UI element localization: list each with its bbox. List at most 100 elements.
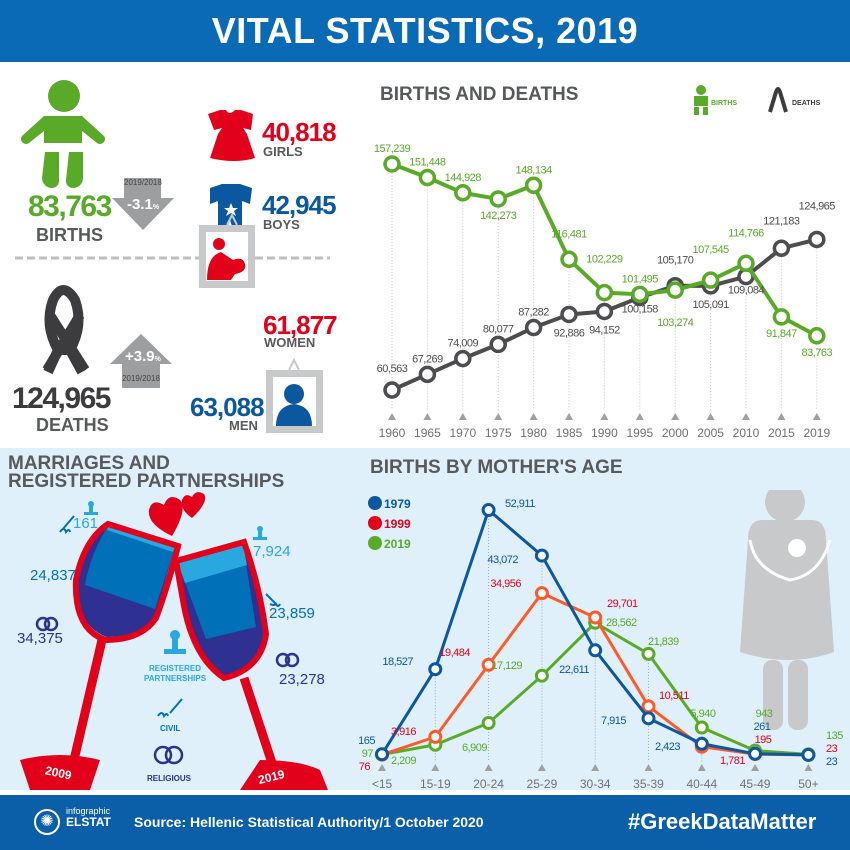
- births-change: -3.1%: [127, 196, 160, 213]
- data-label: 5,940: [690, 708, 715, 720]
- data-label: 6,909: [462, 742, 487, 754]
- tick-marker: [804, 764, 813, 771]
- men-count: 63,088: [190, 392, 265, 422]
- data-label: 10,511: [659, 690, 689, 702]
- data-label: 100,158: [622, 303, 659, 315]
- tick-marker: [600, 413, 609, 420]
- legend-deaths-icon: [768, 87, 788, 113]
- data-point: [418, 365, 437, 384]
- black-ribbon-icon: [42, 285, 90, 375]
- births-deaths-chart: 1960 1965 1970 1975 1980 1985 1990 1995 2000 2005…: [374, 143, 836, 440]
- data-point: [560, 305, 578, 324]
- data-label: 17,129: [491, 660, 522, 672]
- deaths-total: 124,965: [12, 382, 111, 415]
- data-label: 142,273: [480, 210, 517, 222]
- mother-baby-icon: [740, 490, 834, 730]
- data-label: 107,545: [692, 244, 729, 256]
- data-label: 105,170: [657, 255, 694, 267]
- religious-legend-label: RELIGIOUS: [147, 774, 192, 783]
- x-tick-label: 2015: [768, 426, 795, 440]
- data-label: 165: [358, 735, 375, 747]
- data-point: [454, 349, 472, 368]
- data-point: [481, 716, 496, 731]
- data-point: [595, 302, 614, 321]
- x-tick-label: 45-49: [740, 777, 771, 790]
- registered-2009: 161: [73, 515, 99, 532]
- boys-count: 42,945: [262, 190, 337, 220]
- women-count: 61,877: [263, 310, 338, 340]
- girls-count: 40,818: [262, 117, 337, 147]
- data-label: 121,183: [763, 215, 800, 227]
- data-label: 1,781: [720, 755, 745, 767]
- data-point: [524, 176, 543, 195]
- data-label: 67,269: [412, 353, 443, 365]
- legend-dot: [368, 516, 382, 530]
- data-point: [454, 184, 472, 202]
- tick-marker: [644, 764, 653, 771]
- data-label: 943: [756, 708, 773, 720]
- tick-marker: [484, 764, 493, 771]
- data-point: [534, 586, 549, 601]
- x-tick-label: 30-34: [580, 777, 611, 790]
- data-label: 94,152: [589, 324, 620, 336]
- romper-icon: [210, 184, 252, 229]
- legend-deaths-label: DEATHS: [792, 100, 821, 107]
- data-label: 34,956: [490, 578, 521, 590]
- deaths-change: +3.9%: [125, 348, 161, 365]
- elstat-logo-text: infographic ELSTAT: [66, 806, 111, 829]
- tick-marker: [431, 764, 440, 771]
- data-label: 135: [826, 730, 843, 742]
- data-point: [560, 250, 578, 269]
- data-label: 151,448: [409, 157, 446, 169]
- tick-marker: [423, 413, 432, 420]
- tick-marker: [458, 413, 467, 420]
- series-line-1979: [380, 507, 809, 757]
- data-point: [595, 283, 614, 302]
- page-header: VITAL STATISTICS, 2019: [0, 0, 850, 62]
- data-point: [666, 281, 684, 299]
- data-label: 76: [359, 761, 371, 773]
- data-label: 105,091: [692, 299, 729, 311]
- religious-2019: 23,278: [279, 671, 325, 688]
- footer: ✺ infographic ELSTAT Source: Hellenic Sta…: [0, 795, 850, 850]
- religious-2009: 34,375: [17, 630, 63, 647]
- page-title: VITAL STATISTICS, 2019: [211, 10, 639, 51]
- x-tick-label: 2000: [662, 426, 689, 440]
- x-tick-label: 40-44: [686, 777, 717, 790]
- legend-births-label: BIRTHS: [711, 100, 738, 107]
- data-point: [808, 327, 826, 345]
- glass-2009: [20, 520, 182, 790]
- data-label: 114,766: [728, 227, 764, 239]
- data-label: 148,134: [515, 164, 552, 176]
- mothers-age-chart: <15 15-19 20-24 25-29 30-34 35-39 40-44 45-49 50…: [358, 496, 844, 790]
- tick-marker: [751, 764, 760, 771]
- pen-icon: [59, 515, 281, 719]
- legend-dot: [368, 496, 382, 510]
- down-arrow-icon: [112, 178, 174, 230]
- data-point: [808, 230, 826, 249]
- data-point: [694, 720, 709, 735]
- data-label: 3,916: [391, 726, 416, 738]
- data-point: [489, 335, 507, 354]
- men-label: MEN: [229, 418, 258, 433]
- rings-icon: [35, 616, 300, 765]
- x-tick-label: 1995: [626, 426, 653, 440]
- x-tick-label: 35-39: [633, 777, 664, 790]
- data-point: [524, 318, 543, 337]
- boys-label: BOYS: [263, 217, 300, 232]
- x-tick-label: 1975: [485, 426, 512, 440]
- registered-2019: 7,924: [253, 543, 291, 560]
- x-tick-label: 25-29: [527, 777, 558, 790]
- data-label: 52,911: [505, 498, 535, 510]
- data-point: [428, 729, 443, 744]
- data-label: 43,072: [487, 554, 518, 566]
- elstat-logo-icon: ✺: [34, 809, 60, 835]
- data-point: [428, 662, 443, 677]
- data-point: [588, 643, 603, 658]
- x-tick-label: 1985: [556, 426, 583, 440]
- data-point: [701, 271, 720, 289]
- stamp-icon-legend: [164, 630, 186, 654]
- hashtag[interactable]: #GreekDataMatter: [628, 809, 817, 834]
- data-label: 144,928: [445, 172, 482, 184]
- data-point: [801, 747, 816, 762]
